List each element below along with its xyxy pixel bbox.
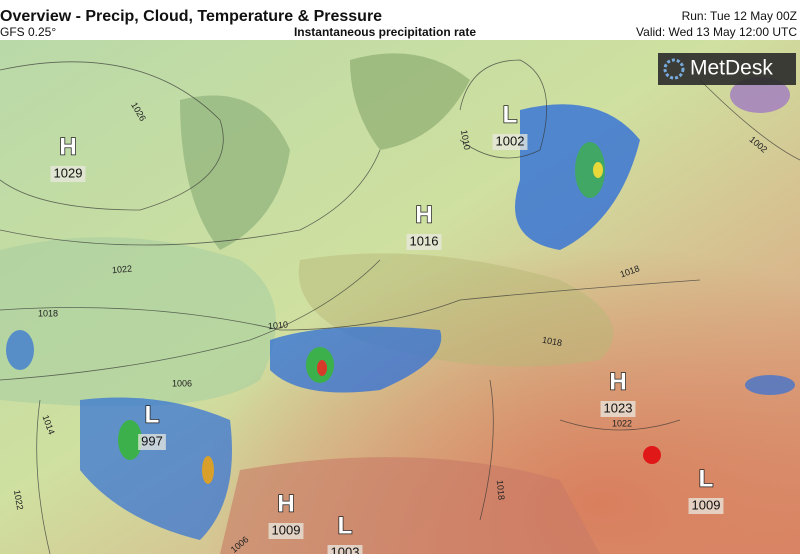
- pressure-value: 1002: [496, 133, 525, 148]
- logo-text: MetDesk: [690, 57, 773, 80]
- label-box: [268, 523, 304, 539]
- pressure-value: 1009: [692, 497, 721, 512]
- precipitation: [6, 77, 795, 540]
- location-marker: [643, 446, 661, 464]
- model: GFS 0.25°: [0, 25, 56, 39]
- pressure-letter: L: [699, 465, 714, 492]
- isobar-label: 1006: [172, 378, 192, 388]
- pressure-letter: L: [503, 101, 518, 128]
- pressure-letter: L: [145, 401, 160, 428]
- product: Instantaneous precipitation rate: [294, 25, 476, 39]
- label-box: [688, 498, 724, 514]
- label-box: [406, 234, 442, 250]
- logo: MetDesk: [658, 53, 796, 85]
- run-time: Run: Tue 12 May 00Z: [682, 9, 797, 23]
- pressure-value: 1023: [604, 400, 633, 415]
- label-box: [50, 166, 86, 182]
- isobar-label: 1018: [38, 308, 58, 318]
- pressure-letter: H: [277, 490, 294, 517]
- isobars: [0, 59, 800, 554]
- pressure-letter: L: [338, 512, 353, 539]
- title: Overview - Precip, Cloud, Temperature & …: [0, 8, 382, 25]
- pressure-value: 1003: [331, 544, 360, 554]
- map-background: [0, 40, 800, 554]
- isobar-label: 1022: [612, 418, 632, 428]
- valid-time: Valid: Wed 13 May 12:00 UTC: [636, 25, 797, 39]
- pressure-letter: H: [59, 133, 76, 160]
- isobar-label: 1022: [112, 264, 133, 276]
- pressure-value: 1016: [410, 233, 439, 248]
- pressure-letter: H: [609, 368, 626, 395]
- pressure-value: 1029: [54, 165, 83, 180]
- label-box: [327, 545, 363, 554]
- isobar-label: 1010: [459, 129, 472, 150]
- isobar-label: 1018: [495, 480, 507, 501]
- header-bar: [0, 0, 800, 40]
- isobar-label: 1010: [268, 320, 289, 332]
- label-box: [138, 434, 166, 450]
- label-box: [492, 134, 528, 150]
- isobar-label: 1022: [12, 489, 25, 510]
- isobar-label: 1018: [541, 335, 562, 348]
- label-box: [600, 401, 636, 417]
- pressure-letter: H: [415, 201, 432, 228]
- pressure-value: 1009: [272, 522, 301, 537]
- pressure-value: 997: [141, 433, 163, 448]
